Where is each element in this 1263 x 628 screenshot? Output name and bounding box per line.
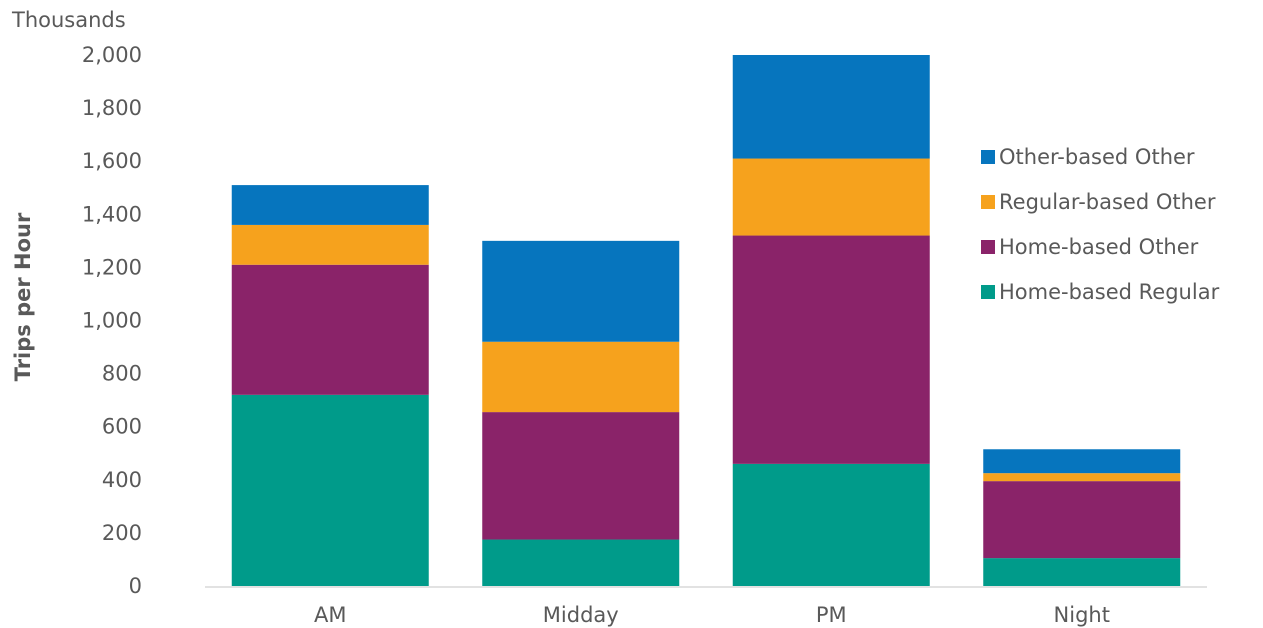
legend-swatch [981, 285, 995, 299]
bar-segment [231, 185, 429, 225]
bar-segment [482, 341, 680, 413]
bar-segment [983, 481, 1181, 559]
y-tick-label: 1,400 [82, 202, 142, 226]
unit-label: Thousands [11, 8, 126, 32]
legend-label: Other-based Other [999, 145, 1195, 169]
bar-segment [983, 473, 1181, 482]
x-tick-label: AM [314, 603, 346, 627]
bar-segment [231, 394, 429, 586]
y-axis-title: Trips per Hour [11, 212, 35, 381]
legend-swatch [981, 150, 995, 164]
legend: Other-based Other Regular-based Other Home… [981, 145, 1220, 304]
bar-segment [732, 463, 930, 586]
x-tick-label: Midday [543, 603, 619, 627]
bar-segment [983, 449, 1181, 474]
y-tick-label: 800 [102, 362, 142, 386]
x-tick-label: PM [816, 603, 847, 627]
y-tick-label: 0 [129, 574, 142, 598]
bar-segment [732, 55, 930, 159]
y-tick-label: 1,800 [82, 96, 142, 120]
bar-segment [231, 224, 429, 265]
bar-segment [732, 158, 930, 236]
bar-segment [482, 240, 680, 342]
y-tick-label: 600 [102, 415, 142, 439]
y-tick-label: 400 [102, 468, 142, 492]
y-tick-label: 1,600 [82, 149, 142, 173]
x-tick-label: Night [1054, 603, 1110, 627]
bar-segment [732, 235, 930, 464]
legend-label: Regular-based Other [999, 190, 1216, 214]
y-tick-label: 2,000 [82, 43, 142, 67]
y-tick-label: 1,000 [82, 309, 142, 333]
y-tick-label: 1,200 [82, 255, 142, 279]
legend-label: Home-based Other [999, 235, 1199, 259]
bar-segment [231, 264, 429, 395]
bar-segment [983, 558, 1181, 586]
bar-segment [482, 539, 680, 586]
legend-swatch [981, 240, 995, 254]
x-axis-labels: AM Midday PM Night [314, 603, 1110, 627]
legend-label: Home-based Regular [999, 280, 1220, 304]
y-axis-ticks: 0 200 400 600 800 1,000 1,200 1,400 1,600 1,800 2,… [82, 43, 142, 598]
bar-segment [482, 412, 680, 540]
legend-swatch [981, 195, 995, 209]
bars [231, 55, 1181, 586]
y-tick-label: 200 [102, 521, 142, 545]
